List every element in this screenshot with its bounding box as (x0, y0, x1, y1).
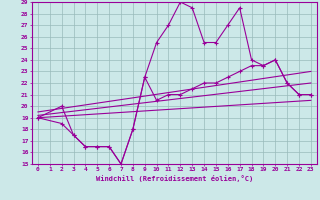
X-axis label: Windchill (Refroidissement éolien,°C): Windchill (Refroidissement éolien,°C) (96, 175, 253, 182)
